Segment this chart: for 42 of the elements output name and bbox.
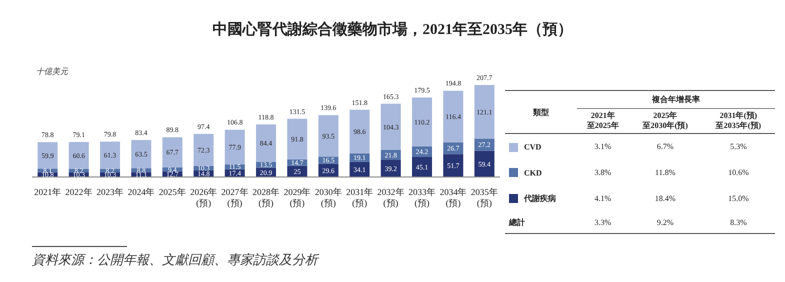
x-tick-label: 2023年	[96, 187, 124, 197]
x-tick-label: 2021年	[34, 187, 62, 197]
text: 4.1%	[593, 193, 612, 205]
x-tick-label: 2030年 (預)	[314, 187, 342, 208]
text: 總計	[508, 216, 526, 229]
text: 至2025年	[586, 121, 620, 131]
chart-title: 中國心腎代謝綜合徵藥物市場，2021年至2035年（預）	[212, 20, 574, 39]
text: 至2030年(預)	[642, 121, 689, 131]
x-tick-label: 2032年 (預)	[377, 187, 404, 208]
x-tick-label: 2022年	[65, 187, 92, 197]
text: 9.2%	[656, 216, 675, 229]
text: 3.3%	[593, 216, 612, 229]
text: 複合年增長率	[577, 90, 775, 108]
y-axis-title: 十億美元	[36, 66, 68, 77]
text: 18.4%	[654, 193, 677, 205]
x-tick-label: 2025年	[158, 187, 186, 197]
text: 2031年(預)	[718, 111, 758, 121]
x-tick-label: 2028年 (預)	[252, 187, 280, 208]
x-tick-label: 2031年 (預)	[346, 187, 374, 208]
legend-label: CKD	[524, 168, 542, 178]
text: 8.3%	[729, 216, 748, 229]
text: 類型	[505, 90, 577, 134]
text: 5.3%	[729, 141, 748, 154]
x-tick-label: 2026年 (預)	[190, 187, 218, 208]
text: 2021年	[590, 111, 616, 121]
text: 至2035年(預)	[714, 121, 762, 131]
x-tick-label: 2027年 (預)	[221, 187, 248, 208]
text: 11.8%	[654, 167, 676, 179]
text: 2025年	[652, 111, 678, 121]
text: 3.1%	[593, 141, 612, 154]
text: 3.8%	[593, 167, 612, 179]
x-tick-label: 2035年 (預)	[470, 187, 498, 208]
source-note: 資料來源：公開年報、文獻回顧、專家訪談及分析	[32, 251, 318, 269]
x-tick-label: 2024年	[128, 187, 155, 197]
x-tick-label: 2033年 (預)	[408, 187, 436, 208]
text: 15.0%	[727, 193, 750, 205]
x-tick-label: 2034年 (預)	[440, 187, 467, 208]
legend-label: CVD	[524, 142, 542, 152]
text: 6.7%	[656, 141, 675, 154]
x-tick-label: 2029年 (預)	[284, 187, 311, 208]
text: 10.6%	[727, 167, 750, 179]
legend-label: 代謝疾病	[524, 194, 556, 203]
